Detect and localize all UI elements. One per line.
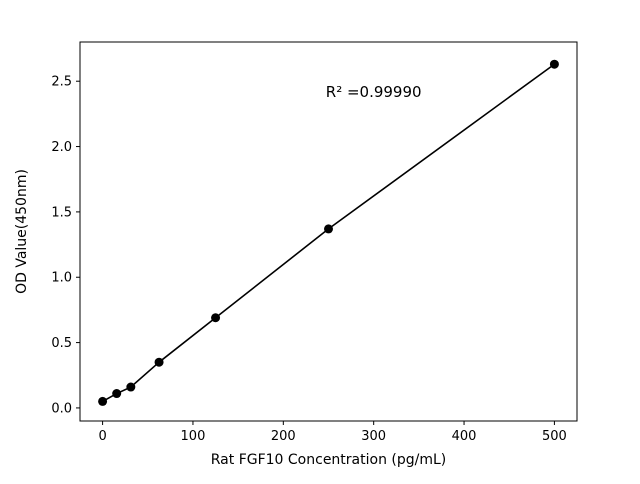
axes-frame — [79, 41, 578, 422]
y-tick-label: 1.5 — [51, 205, 72, 220]
y-axis-label: OD Value(450nm) — [14, 169, 30, 294]
y-tick-label: 0.5 — [51, 336, 72, 351]
x-axis-label: Rat FGF10 Concentration (pg/mL) — [211, 452, 447, 468]
x-tick-label: 100 — [181, 429, 206, 444]
data-point — [211, 313, 221, 323]
r-squared-annotation: R² =0.99990 — [326, 83, 422, 101]
data-point — [154, 357, 164, 367]
data-point — [324, 224, 333, 234]
y-tick-label: 2.0 — [51, 140, 72, 155]
x-tick-label: 400 — [452, 429, 477, 444]
data-point — [112, 389, 122, 399]
data-point — [549, 59, 559, 69]
x-tick-label: 300 — [361, 429, 386, 444]
data-point — [126, 382, 136, 392]
x-tick-label: 0 — [98, 429, 106, 444]
y-tick-label: 1.0 — [51, 271, 72, 286]
x-tick-label: 500 — [542, 429, 567, 444]
data-point — [98, 396, 108, 406]
y-tick-label: 2.5 — [51, 75, 72, 90]
y-tick-label: 0.0 — [51, 401, 72, 416]
x-tick-label: 200 — [271, 429, 296, 444]
